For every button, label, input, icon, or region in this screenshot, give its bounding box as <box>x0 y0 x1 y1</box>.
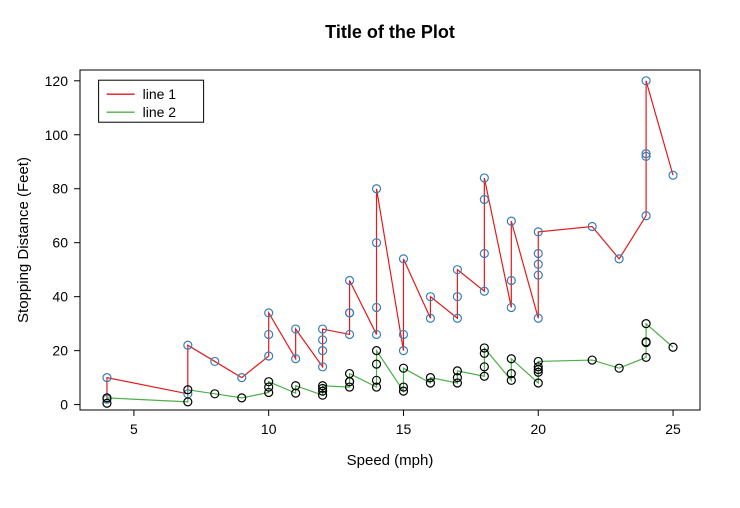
y-axis-label: Stopping Distance (Feet) <box>15 157 32 323</box>
legend-label: line 1 <box>143 86 177 102</box>
legend: line 1 line 2 <box>99 80 204 122</box>
x-tick-label: 25 <box>665 421 681 437</box>
chart-container: Title of the Plot 5 10 15 20 25 Speed (mph) 0 20… <box>0 0 740 508</box>
x-axis-label: Speed (mph) <box>347 452 434 469</box>
y-tick-label: 40 <box>52 289 68 305</box>
y-tick-label: 0 <box>60 397 68 413</box>
y-tick-label: 20 <box>52 343 68 359</box>
x-tick-label: 10 <box>261 421 277 437</box>
y-tick-label: 100 <box>45 127 69 143</box>
chart-title: Title of the Plot <box>325 22 455 42</box>
y-tick-label: 80 <box>52 181 68 197</box>
x-tick-label: 5 <box>130 421 138 437</box>
legend-label: line 2 <box>143 104 177 120</box>
x-tick-label: 20 <box>530 421 546 437</box>
y-tick-label: 120 <box>45 73 69 89</box>
y-tick-label: 60 <box>52 235 68 251</box>
x-tick-label: 15 <box>396 421 412 437</box>
